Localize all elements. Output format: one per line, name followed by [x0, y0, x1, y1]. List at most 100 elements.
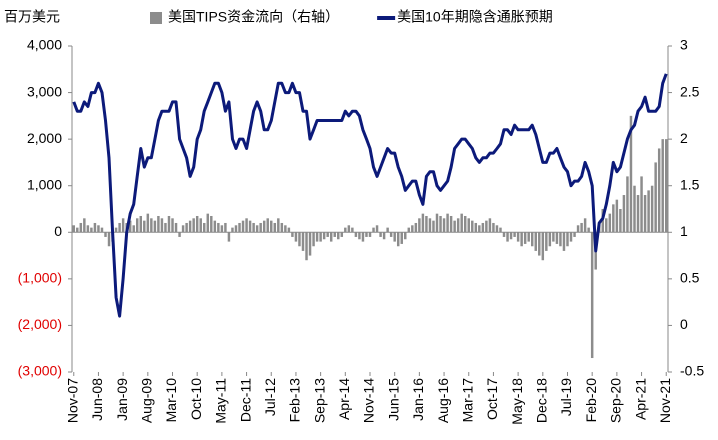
x-tick-label: Jan-16	[410, 378, 426, 421]
bar	[460, 213, 463, 233]
bar	[471, 220, 474, 233]
bar	[650, 185, 654, 233]
bar	[104, 232, 107, 237]
bar	[185, 222, 188, 233]
legend-label: 美国10年期隐含通胀预期	[397, 9, 553, 25]
bar	[428, 218, 432, 233]
x-tick-label: Mar-10	[163, 378, 179, 423]
bar	[234, 225, 238, 233]
bar	[160, 218, 164, 233]
bar	[478, 225, 481, 233]
bar	[615, 199, 619, 233]
bar	[566, 232, 569, 247]
x-tick-label: Sep-20	[608, 378, 624, 423]
x-tick-label: Nov-14	[361, 378, 377, 423]
bar	[153, 220, 157, 233]
x-tick-label: Jan-09	[114, 378, 130, 421]
bar	[231, 227, 234, 233]
bar	[146, 213, 150, 233]
bar	[203, 222, 206, 233]
bar	[340, 232, 344, 237]
y2-tick-label: 3	[680, 37, 688, 53]
y-tick-label: (2,000)	[18, 316, 62, 332]
y2-tick-label: 2	[680, 130, 688, 146]
bar	[277, 218, 280, 233]
bar	[298, 232, 301, 247]
bar	[220, 225, 224, 233]
bar	[150, 218, 153, 233]
bar	[411, 225, 414, 233]
bar	[157, 215, 160, 233]
bar	[485, 220, 488, 233]
bar	[114, 227, 118, 233]
y-tick-label: (3,000)	[18, 363, 62, 379]
bar	[640, 176, 643, 233]
bar	[389, 232, 393, 237]
bar	[555, 232, 559, 244]
bar	[100, 227, 104, 233]
bar	[210, 215, 213, 233]
bar	[580, 222, 583, 233]
x-tick-label: Dec-18	[534, 378, 550, 423]
bar	[545, 232, 548, 251]
bar	[439, 215, 442, 233]
bar	[626, 176, 629, 233]
bar	[217, 222, 220, 233]
bar	[199, 218, 202, 233]
bar	[171, 218, 174, 233]
y-tick-label: 3,000	[27, 83, 62, 99]
y-tick-label: 1,000	[27, 176, 62, 192]
bar	[375, 225, 379, 233]
bar	[83, 218, 86, 233]
x-tick-label: Jul-19	[558, 378, 574, 416]
bar	[661, 139, 664, 233]
bar	[446, 213, 449, 233]
bar	[143, 220, 146, 233]
y-tick-label: 0	[54, 223, 62, 239]
bar	[495, 225, 499, 233]
bar	[97, 225, 100, 233]
bar	[248, 220, 252, 233]
bar	[541, 232, 545, 261]
bar	[418, 218, 421, 233]
x-tick-label: Oct-17	[484, 378, 500, 420]
bar	[608, 213, 612, 233]
bar	[319, 232, 322, 242]
x-tick-label: Apr-14	[336, 378, 352, 420]
y2-tick-label: 1	[680, 223, 688, 239]
bar	[164, 222, 167, 233]
bar	[590, 232, 594, 359]
bar	[538, 232, 541, 256]
bar	[647, 190, 650, 233]
bar	[520, 232, 523, 247]
x-tick-label: Dec-11	[237, 378, 253, 422]
bar	[516, 232, 520, 242]
bar	[128, 220, 132, 233]
bar	[548, 232, 552, 247]
bar	[453, 220, 456, 233]
bar	[107, 232, 111, 247]
bar	[605, 218, 608, 233]
bar	[315, 232, 319, 242]
bar	[174, 222, 178, 233]
bar	[573, 232, 576, 237]
bar	[121, 218, 125, 233]
bar	[379, 232, 382, 237]
bar	[449, 215, 453, 233]
line	[72, 73, 668, 318]
bar	[587, 227, 590, 233]
y-tick-label: 4,000	[27, 37, 62, 53]
x-tick-label: May-18	[509, 378, 525, 425]
bar	[178, 232, 181, 237]
bar	[523, 232, 527, 244]
y-axis-title: 百万美元	[4, 9, 60, 25]
bar	[506, 232, 509, 242]
legend-label: 美国TIPS资金流向（右轴）	[168, 9, 339, 25]
y-tick-label: (1,000)	[18, 270, 62, 286]
bar	[329, 232, 333, 242]
bar	[132, 225, 135, 233]
bar	[456, 218, 460, 233]
x-tick-label: Jul-12	[262, 378, 278, 416]
bar	[622, 195, 626, 233]
